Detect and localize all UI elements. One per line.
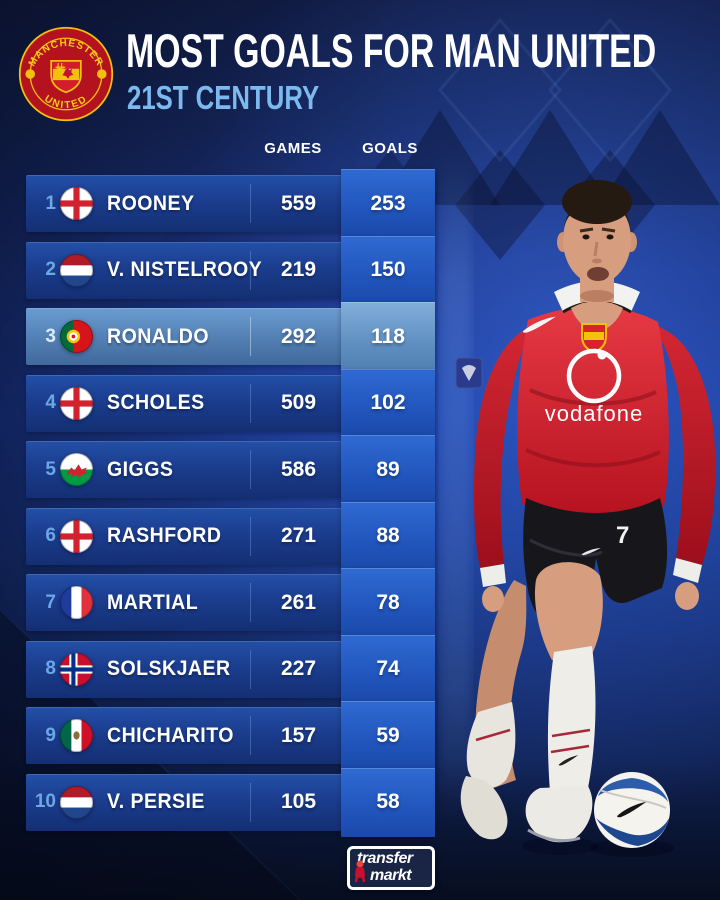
column-header-games: GAMES <box>264 140 322 157</box>
page-subtitle: 21ST CENTURY <box>127 79 320 116</box>
player-name: GIGGS <box>107 457 174 481</box>
rank-label: 2 <box>45 259 56 280</box>
column-divider <box>250 649 251 689</box>
goals-value: 253 <box>370 191 406 215</box>
games-value: 227 <box>280 657 317 680</box>
ranking-table-body: 1 ROONEY 559 253 2 V. NISTELROOY 219 150… <box>26 169 435 837</box>
england-flag-icon <box>60 386 93 420</box>
england-flag-icon <box>60 187 93 220</box>
player-name: SOLSKJAER <box>107 657 231 680</box>
table-row: 7 MARTIAL 261 78 <box>26 568 435 637</box>
table-row: 6 RASHFORD 271 88 <box>26 501 435 571</box>
column-divider <box>250 383 251 423</box>
player-name: MARTIAL <box>107 590 199 614</box>
column-divider <box>250 516 251 556</box>
goals-box: 88 <box>341 501 435 571</box>
games-value: 157 <box>280 723 317 747</box>
column-divider <box>250 250 251 290</box>
column-divider <box>250 317 251 356</box>
crest-shield <box>50 60 82 94</box>
norway-flag-icon <box>60 652 93 686</box>
rank-label: 5 <box>45 458 56 480</box>
player-name: CHICHARITO <box>107 723 234 747</box>
goals-value: 58 <box>376 790 400 813</box>
games-value: 271 <box>280 524 317 547</box>
table-row: 1 ROONEY 559 253 <box>26 169 435 238</box>
goals-box: 102 <box>341 368 435 438</box>
column-divider <box>250 450 251 489</box>
goals-value: 88 <box>376 524 400 547</box>
goals-value: 74 <box>376 657 400 680</box>
goals-box: 89 <box>341 435 435 504</box>
crest-ball-left <box>25 69 36 79</box>
netherlands-flag-icon <box>60 253 93 287</box>
table-row: 3 RONALDO 292 118 <box>26 302 435 371</box>
transfermarkt-line2: markt <box>370 867 412 884</box>
column-divider <box>250 583 251 622</box>
rank-label: 6 <box>45 525 56 546</box>
player-name: RONALDO <box>107 324 209 348</box>
england-flag-icon <box>60 519 93 553</box>
column-divider <box>250 782 251 822</box>
column-header-goals: GOALS <box>362 140 418 157</box>
table-row: 4 SCHOLES 509 102 <box>26 368 435 438</box>
goals-box: 59 <box>341 701 435 770</box>
rank-label: 9 <box>45 724 56 746</box>
goals-box: 58 <box>341 767 435 837</box>
table-row: 10 V. PERSIE 105 58 <box>26 767 435 837</box>
games-value: 261 <box>280 590 317 614</box>
rank-label: 3 <box>45 325 56 347</box>
goals-value: 150 <box>370 258 406 281</box>
goals-box: 253 <box>341 169 435 238</box>
games-value: 292 <box>280 324 317 348</box>
page-title: MOST GOALS FOR MAN UNITED <box>126 24 657 77</box>
player-name: RASHFORD <box>107 524 222 547</box>
netherlands-flag-icon <box>60 785 93 819</box>
table-row: 8 SOLSKJAER 227 74 <box>26 634 435 704</box>
goals-box: 78 <box>341 568 435 637</box>
goals-box: 150 <box>341 235 435 305</box>
portugal-flag-icon <box>60 320 93 353</box>
wales-flag-icon <box>60 453 93 486</box>
transfermarkt-logo: transfer markt <box>347 846 435 890</box>
table-row: 5 GIGGS 586 89 <box>26 435 435 504</box>
crest-devil <box>62 67 74 79</box>
column-divider <box>250 184 251 223</box>
games-value: 105 <box>280 790 317 813</box>
goals-value: 59 <box>376 723 400 747</box>
player-name: ROONEY <box>107 191 195 215</box>
man-united-crest: MANCHESTER UNITED <box>18 26 114 122</box>
goals-value: 78 <box>376 590 400 614</box>
games-value: 586 <box>280 457 317 481</box>
rank-label: 4 <box>45 392 56 413</box>
games-value: 509 <box>280 391 317 414</box>
transfermarkt-mascot-icon <box>354 860 366 883</box>
games-value: 559 <box>280 191 317 215</box>
france-flag-icon <box>60 586 93 619</box>
goals-value: 102 <box>370 391 406 414</box>
rank-label: 1 <box>45 192 56 214</box>
crest-ship <box>55 63 66 70</box>
goals-value: 89 <box>376 457 400 481</box>
goals-value: 118 <box>371 324 405 348</box>
rank-label: 7 <box>45 591 56 613</box>
player-name: V. NISTELROOY <box>107 258 263 281</box>
player-name: V. PERSIE <box>107 790 205 813</box>
table-row: 9 CHICHARITO 157 59 <box>26 701 435 770</box>
column-divider <box>250 716 251 755</box>
rank-label: 10 <box>34 791 56 812</box>
rank-label: 8 <box>45 658 56 679</box>
mexico-flag-icon <box>60 719 93 752</box>
goals-box: 118 <box>341 302 435 371</box>
player-name: SCHOLES <box>107 391 205 414</box>
table-row: 2 V. NISTELROOY 219 150 <box>26 235 435 305</box>
crest-ball-right <box>96 69 107 79</box>
goals-box: 74 <box>341 634 435 704</box>
transfermarkt-line1: transfer <box>357 850 413 867</box>
games-value: 219 <box>280 258 317 281</box>
